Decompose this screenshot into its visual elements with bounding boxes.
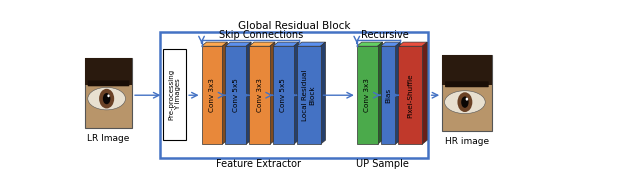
Text: Skip Connections: Skip Connections — [219, 30, 303, 40]
FancyBboxPatch shape — [202, 46, 222, 144]
Text: Conv 5x5: Conv 5x5 — [233, 78, 239, 112]
Polygon shape — [381, 42, 401, 46]
Ellipse shape — [99, 89, 114, 108]
Polygon shape — [246, 42, 251, 144]
Text: Pixel-Shuffle: Pixel-Shuffle — [407, 73, 413, 118]
Ellipse shape — [103, 93, 111, 104]
Polygon shape — [222, 42, 227, 144]
FancyBboxPatch shape — [88, 80, 129, 86]
FancyBboxPatch shape — [356, 46, 378, 144]
Text: HR image: HR image — [445, 137, 489, 146]
Text: Local Residual
Block: Local Residual Block — [302, 70, 315, 121]
Polygon shape — [249, 42, 275, 46]
FancyBboxPatch shape — [297, 46, 321, 144]
Polygon shape — [321, 42, 326, 144]
Text: Conv 3x3: Conv 3x3 — [364, 78, 370, 112]
Text: LR Image: LR Image — [87, 134, 130, 143]
FancyBboxPatch shape — [445, 81, 489, 87]
Text: Global Residual Block: Global Residual Block — [238, 21, 351, 31]
FancyBboxPatch shape — [249, 46, 270, 144]
Polygon shape — [294, 42, 299, 144]
FancyBboxPatch shape — [85, 58, 132, 128]
FancyBboxPatch shape — [442, 55, 492, 86]
Polygon shape — [396, 42, 401, 144]
Polygon shape — [297, 42, 326, 46]
FancyBboxPatch shape — [381, 46, 396, 144]
FancyBboxPatch shape — [225, 46, 246, 144]
Text: Conv 3x3: Conv 3x3 — [257, 78, 262, 112]
Text: Pre-processing
Y images: Pre-processing Y images — [168, 69, 181, 120]
Polygon shape — [225, 42, 251, 46]
Polygon shape — [273, 42, 299, 46]
Ellipse shape — [461, 97, 468, 108]
FancyBboxPatch shape — [163, 49, 186, 140]
Polygon shape — [399, 42, 428, 46]
Polygon shape — [202, 42, 227, 46]
Text: Conv 5x5: Conv 5x5 — [280, 78, 286, 112]
Ellipse shape — [108, 94, 109, 97]
FancyBboxPatch shape — [399, 46, 422, 144]
Text: Conv 3x3: Conv 3x3 — [209, 78, 215, 112]
FancyBboxPatch shape — [442, 55, 492, 131]
Text: UP Sample: UP Sample — [356, 159, 409, 169]
Text: Bias: Bias — [385, 88, 391, 103]
Ellipse shape — [458, 92, 472, 112]
Polygon shape — [378, 42, 383, 144]
Text: Feature Extractor: Feature Extractor — [216, 159, 301, 169]
Polygon shape — [422, 42, 428, 144]
Polygon shape — [356, 42, 383, 46]
FancyBboxPatch shape — [85, 58, 132, 85]
Polygon shape — [270, 42, 275, 144]
Ellipse shape — [88, 87, 125, 110]
FancyBboxPatch shape — [273, 46, 294, 144]
Text: Recursive: Recursive — [361, 30, 409, 40]
Ellipse shape — [445, 91, 485, 114]
Ellipse shape — [466, 98, 468, 101]
